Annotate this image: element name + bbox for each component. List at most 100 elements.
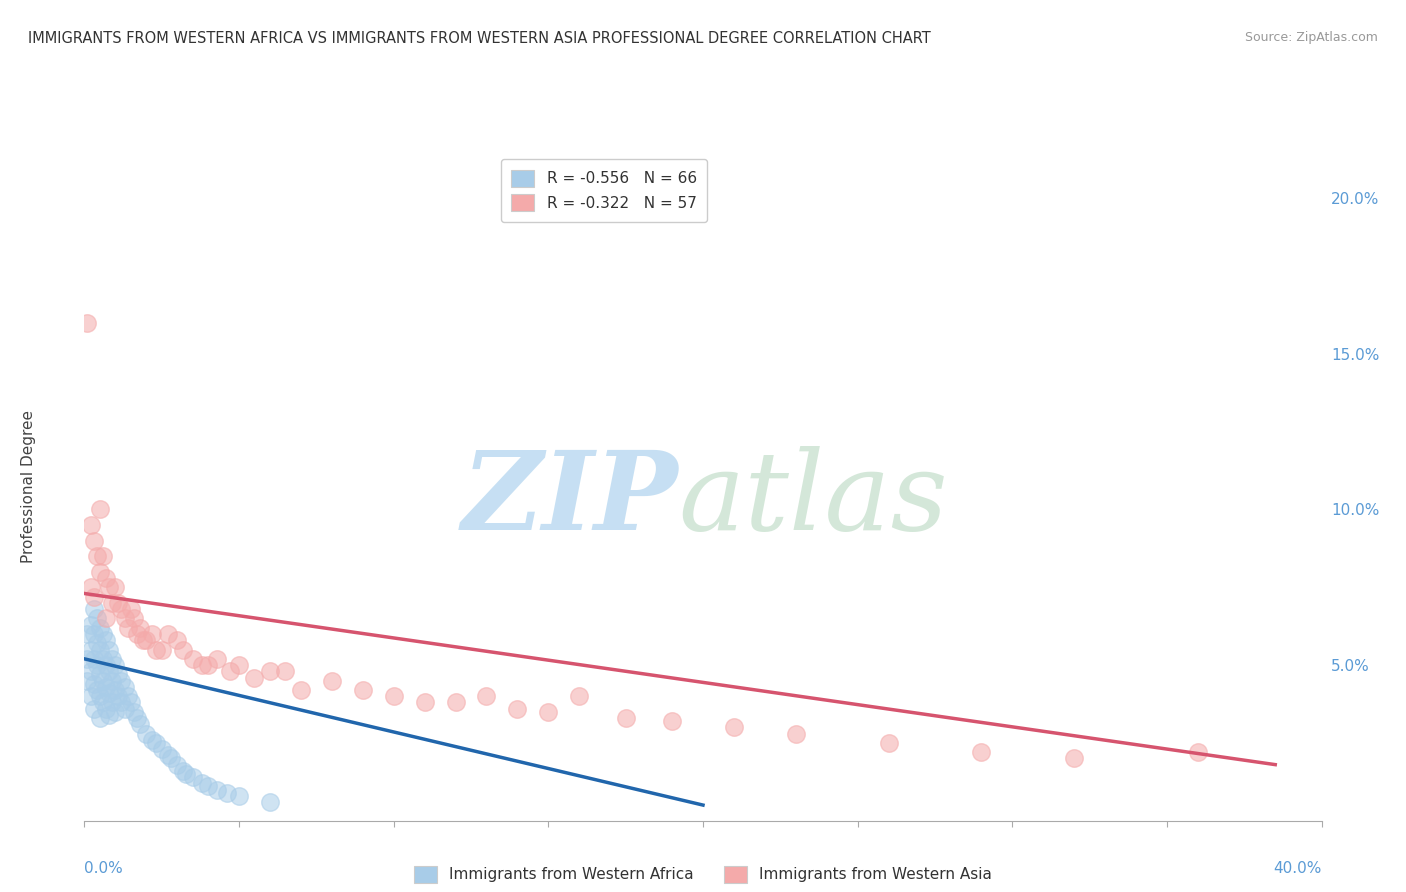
Point	[83, 652, 105, 666]
Point	[125, 711, 148, 725]
Point	[83, 701, 105, 715]
Text: ZIP: ZIP	[461, 446, 678, 553]
Point	[506, 701, 529, 715]
Point	[76, 316, 98, 330]
Text: atlas: atlas	[678, 446, 948, 553]
Point	[215, 786, 238, 800]
Point	[79, 642, 101, 657]
Point	[107, 667, 129, 681]
Text: Source: ZipAtlas.com: Source: ZipAtlas.com	[1244, 31, 1378, 45]
Point	[104, 580, 127, 594]
Point	[475, 689, 498, 703]
Point	[290, 682, 312, 697]
Point	[191, 658, 214, 673]
Point	[98, 665, 121, 679]
Point	[156, 627, 179, 641]
Point	[145, 736, 167, 750]
Point	[614, 711, 637, 725]
Point	[114, 701, 136, 715]
Point	[94, 611, 117, 625]
Point	[107, 689, 129, 703]
Point	[129, 717, 152, 731]
Point	[86, 611, 108, 625]
Point	[107, 596, 129, 610]
Point	[156, 748, 179, 763]
Point	[86, 682, 108, 697]
Point	[110, 695, 132, 709]
Point	[150, 642, 173, 657]
Point	[568, 689, 591, 703]
Point	[259, 795, 281, 809]
Point	[181, 652, 204, 666]
Point	[91, 695, 114, 709]
Point	[117, 621, 139, 635]
Point	[382, 689, 405, 703]
Point	[110, 673, 132, 688]
Point	[98, 642, 121, 657]
Point	[135, 726, 157, 740]
Point	[94, 658, 117, 673]
Point	[89, 667, 111, 681]
Point	[274, 665, 297, 679]
Point	[91, 652, 114, 666]
Point	[122, 705, 145, 719]
Point	[98, 686, 121, 700]
Point	[129, 621, 152, 635]
Point	[1063, 751, 1085, 765]
Point	[79, 580, 101, 594]
Point	[207, 782, 229, 797]
Point	[661, 714, 683, 728]
Point	[101, 596, 124, 610]
Point	[83, 677, 105, 691]
Point	[413, 695, 436, 709]
Point	[259, 665, 281, 679]
Point	[79, 689, 101, 703]
Point	[76, 652, 98, 666]
Point	[723, 720, 745, 734]
Point	[94, 633, 117, 648]
Point	[89, 642, 111, 657]
Point	[98, 580, 121, 594]
Point	[120, 695, 142, 709]
Text: Professional Degree: Professional Degree	[21, 409, 37, 563]
Point	[104, 658, 127, 673]
Point	[79, 617, 101, 632]
Point	[352, 682, 374, 697]
Point	[537, 705, 560, 719]
Point	[114, 611, 136, 625]
Point	[218, 665, 240, 679]
Point	[91, 627, 114, 641]
Point	[120, 602, 142, 616]
Point	[150, 742, 173, 756]
Point	[86, 636, 108, 650]
Point	[83, 533, 105, 548]
Point	[197, 780, 219, 794]
Point	[321, 673, 343, 688]
Point	[89, 689, 111, 703]
Point	[94, 571, 117, 585]
Point	[125, 627, 148, 641]
Text: 40.0%: 40.0%	[1274, 861, 1322, 876]
Point	[98, 707, 121, 722]
Point	[83, 627, 105, 641]
Point	[228, 789, 250, 803]
Point	[89, 711, 111, 725]
Point	[104, 705, 127, 719]
Point	[145, 642, 167, 657]
Point	[117, 689, 139, 703]
Point	[172, 642, 194, 657]
Point	[79, 665, 101, 679]
Point	[94, 680, 117, 694]
Point	[114, 680, 136, 694]
Point	[191, 776, 214, 790]
Point	[243, 671, 266, 685]
Point	[83, 590, 105, 604]
Point	[172, 764, 194, 778]
Point	[785, 726, 807, 740]
Point	[207, 652, 229, 666]
Point	[141, 732, 163, 747]
Legend: Immigrants from Western Africa, Immigrants from Western Asia: Immigrants from Western Africa, Immigran…	[404, 855, 1002, 892]
Point	[166, 757, 188, 772]
Point	[141, 627, 163, 641]
Point	[877, 736, 900, 750]
